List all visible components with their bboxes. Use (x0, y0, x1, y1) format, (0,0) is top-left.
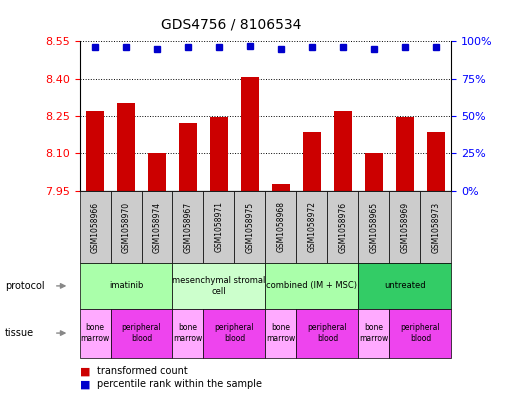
Bar (365, 153, 383, 191)
Text: GSM1058976: GSM1058976 (339, 201, 347, 253)
Text: GSM1058967: GSM1058967 (184, 201, 192, 253)
Text: peripheral
blood: peripheral blood (214, 323, 254, 343)
Bar (303, 132, 321, 191)
Text: bone
marrow: bone marrow (81, 323, 110, 343)
Text: GSM1058972: GSM1058972 (307, 202, 317, 252)
Text: peripheral
blood: peripheral blood (308, 323, 347, 343)
Text: protocol: protocol (5, 281, 45, 291)
Bar (333, 111, 352, 191)
Text: ■: ■ (80, 366, 90, 376)
Text: ■: ■ (80, 379, 90, 389)
Bar (396, 117, 415, 191)
Text: peripheral
blood: peripheral blood (401, 323, 440, 343)
Text: GSM1058969: GSM1058969 (401, 201, 409, 253)
Text: bone
marrow: bone marrow (359, 323, 388, 343)
Bar (116, 103, 135, 191)
Text: GSM1058965: GSM1058965 (369, 201, 379, 253)
Text: GSM1058971: GSM1058971 (214, 202, 224, 252)
Bar (210, 117, 228, 191)
Text: untreated: untreated (384, 281, 426, 290)
Bar (86, 111, 104, 191)
Text: GSM1058970: GSM1058970 (122, 201, 130, 253)
Text: GSM1058966: GSM1058966 (90, 201, 100, 253)
Text: GSM1058975: GSM1058975 (246, 201, 254, 253)
Bar (148, 153, 166, 191)
Bar (179, 123, 198, 191)
Text: transformed count: transformed count (97, 366, 188, 376)
Bar (427, 132, 445, 191)
Text: combined (IM + MSC): combined (IM + MSC) (266, 281, 358, 290)
Text: bone
marrow: bone marrow (173, 323, 203, 343)
Text: peripheral
blood: peripheral blood (122, 323, 161, 343)
Text: GDS4756 / 8106534: GDS4756 / 8106534 (161, 18, 301, 32)
Text: percentile rank within the sample: percentile rank within the sample (97, 379, 263, 389)
Text: mesenchymal stromal
cell: mesenchymal stromal cell (172, 276, 266, 296)
Text: bone
marrow: bone marrow (266, 323, 295, 343)
Text: GSM1058974: GSM1058974 (152, 201, 162, 253)
Text: tissue: tissue (5, 328, 34, 338)
Text: GSM1058968: GSM1058968 (277, 202, 285, 252)
Bar (241, 77, 259, 191)
Text: GSM1058973: GSM1058973 (431, 201, 441, 253)
Bar (272, 184, 290, 191)
Text: imatinib: imatinib (109, 281, 143, 290)
